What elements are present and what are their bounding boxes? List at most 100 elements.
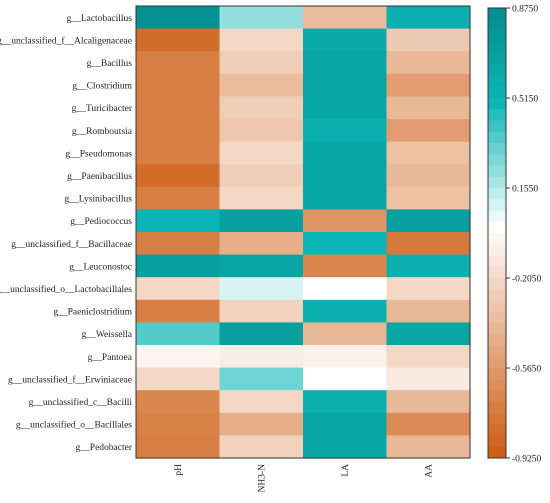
colorbar-step bbox=[488, 143, 506, 155]
colorbar-tick-label: 0.5150 bbox=[512, 95, 538, 105]
heatmap-cell bbox=[136, 164, 221, 188]
row-labels: g__Lactobacillus g__unclassified_f__Alcal… bbox=[0, 14, 133, 453]
colorbar-step bbox=[488, 221, 506, 234]
heatmap-cell bbox=[219, 299, 304, 323]
heatmap-cell bbox=[219, 141, 304, 165]
colorbar-step bbox=[488, 435, 506, 448]
heatmap-cell bbox=[219, 254, 304, 278]
heatmap-cell bbox=[303, 412, 388, 436]
colorbar-step bbox=[488, 289, 506, 301]
colorbar-step bbox=[488, 8, 506, 20]
heatmap-cell bbox=[219, 345, 304, 369]
heatmap-cell bbox=[303, 119, 388, 143]
colorbar-step bbox=[488, 154, 506, 166]
heatmap-cell bbox=[136, 209, 221, 233]
column-label: LA bbox=[341, 464, 351, 477]
heatmap-cell bbox=[303, 232, 388, 256]
heatmap-cell bbox=[219, 322, 304, 346]
heatmap-cell bbox=[219, 390, 304, 414]
heatmap-cell bbox=[386, 96, 471, 120]
colorbar-step bbox=[488, 19, 506, 31]
heatmap-cell bbox=[219, 96, 304, 120]
colorbar-frame bbox=[487, 7, 507, 459]
heatmap-cell bbox=[303, 141, 388, 165]
heatmap-cell bbox=[303, 6, 388, 30]
colorbar-step bbox=[488, 278, 506, 290]
heatmap-cell bbox=[219, 6, 304, 30]
colorbar-step bbox=[488, 424, 506, 436]
heatmap-cell bbox=[219, 435, 304, 459]
colorbar-step bbox=[488, 131, 506, 144]
row-label: g__unclassified_f__Erwiniaceae bbox=[8, 374, 132, 385]
heatmap-cell bbox=[303, 367, 388, 391]
heatmap-cell bbox=[136, 367, 221, 391]
colorbar-step bbox=[488, 446, 506, 459]
heatmap-cell bbox=[219, 367, 304, 391]
colorbar-step bbox=[488, 98, 506, 110]
colorbar-step bbox=[488, 53, 506, 65]
colorbar-step bbox=[488, 356, 506, 369]
colorbar-step bbox=[488, 368, 506, 380]
colorbar-step bbox=[488, 379, 506, 391]
heatmap-cell bbox=[386, 73, 471, 97]
colorbar-step bbox=[488, 401, 506, 414]
colorbar-step bbox=[488, 109, 506, 121]
colorbar-step bbox=[488, 233, 506, 245]
heatmap-cell bbox=[386, 412, 471, 436]
heatmap-cell bbox=[219, 209, 304, 233]
row-label: g__Pantoea bbox=[88, 353, 133, 363]
row-label: g__unclassified_f__Alcaligenaceae bbox=[0, 35, 132, 46]
row-label: g__Clostridium bbox=[72, 82, 132, 92]
colorbar-step bbox=[488, 334, 506, 346]
colorbar-step bbox=[488, 64, 506, 76]
colorbar bbox=[487, 7, 507, 459]
row-label: g__Pediococcus bbox=[70, 217, 132, 227]
heatmap-cell bbox=[386, 51, 471, 75]
heatmap-cell bbox=[386, 164, 471, 188]
colorbar-step bbox=[488, 311, 506, 324]
heatmap-cell bbox=[136, 186, 221, 210]
heatmap-cell bbox=[136, 345, 221, 369]
heatmap-cell bbox=[219, 119, 304, 143]
heatmap-cell bbox=[386, 299, 471, 323]
colorbar-tick-label: 0.8750 bbox=[512, 5, 538, 15]
heatmap-cell bbox=[303, 73, 388, 97]
column-label: AA bbox=[424, 464, 434, 478]
row-label: g__Romboutsia bbox=[72, 127, 133, 137]
heatmap-cell bbox=[303, 28, 388, 52]
heatmap-cell bbox=[386, 435, 471, 459]
row-label: g__unclassified_o__Bacillales bbox=[16, 420, 132, 431]
colorbar-step bbox=[488, 266, 506, 279]
heatmap-cell bbox=[136, 435, 221, 459]
row-label: g__unclassified_f__Bacillaceae bbox=[11, 239, 132, 250]
colorbar-tick-label: 0.1550 bbox=[512, 185, 538, 195]
heatmap-cell bbox=[136, 119, 221, 143]
heatmap-cell bbox=[386, 232, 471, 256]
heatmap-cell bbox=[386, 254, 471, 278]
colorbar-tick-label: -0.2050 bbox=[512, 275, 542, 285]
heatmap-cell bbox=[386, 28, 471, 52]
heatmap-cell bbox=[136, 277, 221, 301]
column-label: NH3-N bbox=[257, 464, 267, 493]
heatmap-cell bbox=[386, 277, 471, 301]
row-label: g__unclassified_c__Bacilli bbox=[29, 397, 133, 408]
heatmap-cell bbox=[136, 390, 221, 414]
heatmap-cell bbox=[219, 412, 304, 436]
colorbar-step bbox=[488, 390, 506, 403]
colorbar-ticks: 0.8750 0.5150 0.1550 -0.2050 -0.5650 -0.9250 bbox=[506, 5, 542, 465]
heatmap-cell bbox=[219, 277, 304, 301]
heatmap-cell bbox=[386, 209, 471, 233]
heatmap-cell bbox=[219, 51, 304, 75]
heatmap-cell bbox=[136, 96, 221, 120]
colorbar-step bbox=[488, 30, 506, 43]
heatmap-cell bbox=[136, 322, 221, 346]
colorbar-step bbox=[488, 176, 506, 189]
colorbar-step bbox=[488, 165, 506, 178]
colorbar-step bbox=[488, 188, 506, 200]
colorbar-step bbox=[488, 244, 506, 256]
heatmap-cell bbox=[386, 345, 471, 369]
heatmap-cell bbox=[136, 254, 221, 278]
heatmap-cell bbox=[386, 6, 471, 30]
colorbar-step bbox=[488, 300, 506, 313]
plot-frame bbox=[135, 5, 471, 459]
